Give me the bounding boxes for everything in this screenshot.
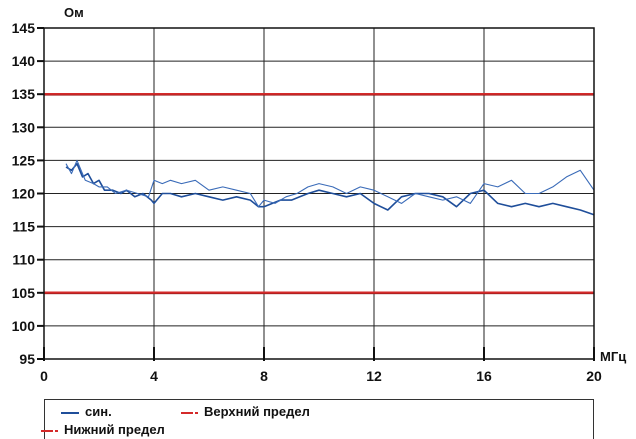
reference-lines (44, 92, 594, 295)
y-tick-label: 145 (12, 20, 36, 36)
x-tick-label: 12 (366, 368, 382, 384)
y-tick-label: 120 (12, 186, 36, 202)
legend-label-upper-limit: Верхний предел (204, 404, 310, 419)
legend-label-series: син. (85, 404, 112, 419)
x-tick-label: 20 (586, 368, 602, 384)
legend: син. Верхний предел Нижний предел (41, 399, 594, 439)
legend-swatch-lower-limit-dot (55, 429, 58, 432)
legend-label-lower-limit: Нижний предел (64, 422, 165, 437)
y-tick-label: 130 (12, 119, 36, 135)
x-tick-label: 4 (150, 368, 158, 384)
series-layer (65, 159, 595, 216)
y-tick-label: 115 (12, 219, 35, 235)
y-tick-label: 100 (12, 318, 36, 334)
y-tick-label: 140 (12, 53, 36, 69)
y-tick-label: 105 (12, 285, 36, 301)
legend-item-upper-limit: Верхний предел (181, 404, 310, 419)
legend-item-lower-limit: Нижний предел (41, 422, 165, 437)
axes: 145 140 135 130 125 120 115 110 105 100 95 0 4 8 12 16 2… (12, 20, 602, 384)
legend-swatch-upper-limit-dot (195, 411, 198, 414)
y-tick-label: 95 (19, 351, 35, 367)
legend-swatch-series (61, 411, 79, 414)
series-line (65, 162, 595, 216)
legend-swatch-upper-limit (181, 411, 193, 414)
chart-svg: 145 140 135 130 125 120 115 110 105 100 95 0 4 8 12 16 2… (12, 5, 627, 384)
y-tick-label: 110 (12, 252, 35, 268)
y-tick-label: 125 (12, 152, 36, 168)
series-line (65, 159, 595, 208)
legend-swatch-lower-limit (41, 429, 53, 432)
y-axis-unit-label: Ом (64, 5, 84, 20)
x-tick-label: 8 (260, 368, 268, 384)
x-tick-label: 0 (40, 368, 48, 384)
y-tick-label: 135 (12, 86, 36, 102)
legend-item-series: син. (61, 404, 112, 419)
x-tick-label: 16 (476, 368, 492, 384)
x-axis-unit-label: МГц (600, 349, 626, 364)
plot-frame (43, 27, 595, 360)
grid (44, 27, 594, 359)
